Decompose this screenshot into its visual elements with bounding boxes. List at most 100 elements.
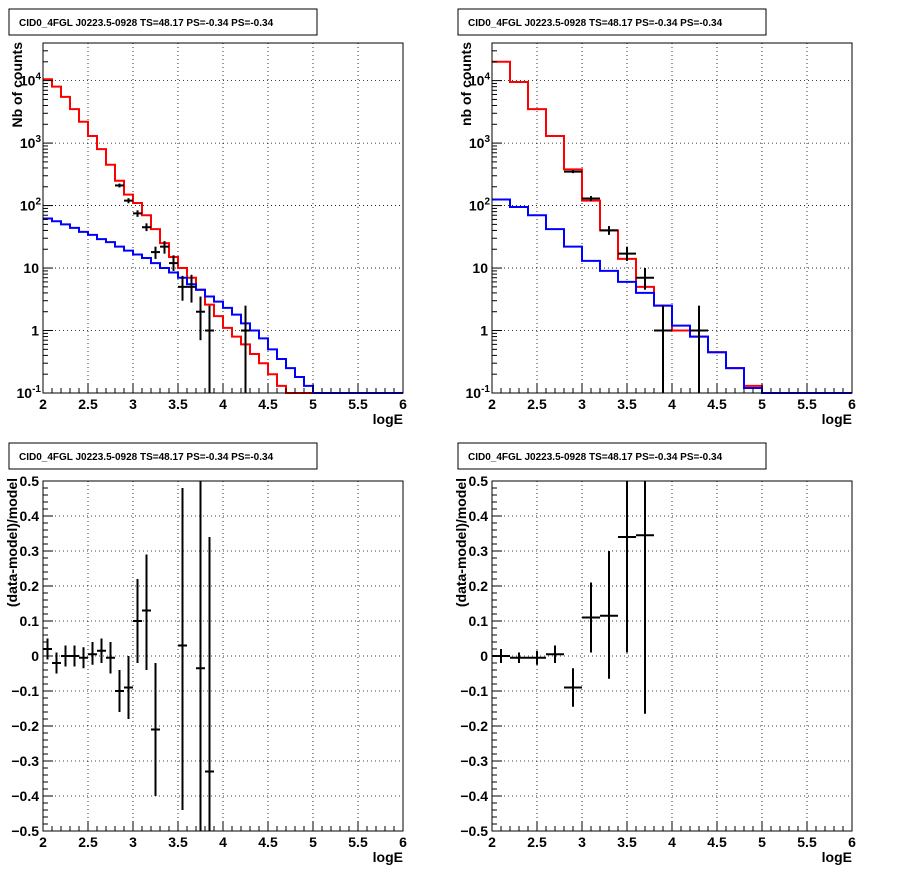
- x-tick-label: 4.5: [707, 834, 727, 850]
- data-point: [142, 223, 151, 232]
- data-point: [124, 198, 133, 204]
- x-tick-label: 5.5: [348, 834, 368, 850]
- data-point: [151, 663, 160, 796]
- y-tick-label: −0.5: [460, 823, 488, 839]
- data-point: [654, 305, 672, 393]
- x-tick-label: 4: [668, 396, 676, 412]
- series-line-blue: [43, 217, 403, 394]
- y-tick-label: 0.1: [469, 613, 489, 629]
- y-tick-label: 0.4: [469, 508, 489, 524]
- x-tick-label: 6: [399, 396, 407, 412]
- x-tick-label: 3: [129, 834, 137, 850]
- data-point: [61, 645, 70, 667]
- data-point: [564, 668, 582, 707]
- data-point: [241, 305, 250, 393]
- data-point: [600, 551, 618, 679]
- x-tick-label: 2.5: [78, 834, 98, 850]
- data-point: [564, 170, 582, 174]
- data-points: [564, 170, 708, 393]
- data-point: [151, 246, 160, 259]
- y-tick-label: 10: [472, 260, 488, 276]
- data-point: [70, 645, 79, 667]
- data-point: [133, 210, 142, 217]
- x-tick-label: 2.5: [527, 834, 547, 850]
- panel-top-left: CID0_4FGL J0223.5-0928 TS=48.17 PS=-0.34…: [8, 8, 407, 427]
- y-tick-label: −0.3: [460, 753, 488, 769]
- x-tick-label: 2.5: [527, 396, 547, 412]
- data-point: [618, 246, 636, 261]
- y-tick-label: 10-1: [466, 384, 491, 401]
- x-tick-label: 5: [309, 396, 317, 412]
- data-point: [546, 645, 564, 663]
- y-tick-label: 0: [480, 648, 488, 664]
- y-tick-label: 10-1: [17, 384, 42, 401]
- y-tick-label: 0.4: [20, 508, 40, 524]
- data-point: [510, 652, 528, 663]
- data-points: [492, 481, 654, 714]
- data-point: [690, 305, 708, 393]
- x-tick-label: 4: [219, 396, 227, 412]
- chart-title: CID0_4FGL J0223.5-0928 TS=48.17 PS=-0.34…: [19, 18, 274, 29]
- x-axis-label: logE: [373, 849, 403, 865]
- title-box: [457, 8, 767, 36]
- x-axis-label: logE: [822, 411, 852, 427]
- y-tick-label: 1: [480, 323, 488, 339]
- y-tick-label: 0.2: [469, 578, 489, 594]
- y-tick-label: 102: [20, 197, 42, 214]
- data-points: [43, 481, 214, 831]
- data-point: [636, 481, 654, 714]
- data-point: [115, 670, 124, 712]
- x-tick-label: 5: [758, 396, 766, 412]
- x-tick-label: 5.5: [797, 396, 817, 412]
- y-tick-label: −0.3: [11, 753, 39, 769]
- data-point: [52, 652, 61, 674]
- x-tick-label: 3.5: [168, 834, 188, 850]
- chart-title: CID0_4FGL J0223.5-0928 TS=48.17 PS=-0.34…: [468, 18, 723, 29]
- x-tick-label: 4.5: [707, 396, 727, 412]
- x-tick-label: 2.5: [78, 396, 98, 412]
- y-tick-label: 104: [469, 72, 491, 89]
- data-point: [79, 647, 88, 669]
- x-tick-label: 2: [488, 834, 496, 850]
- data-point: [133, 579, 142, 663]
- x-axis-label: logE: [373, 411, 403, 427]
- title-box: [8, 8, 318, 36]
- y-tick-label: −0.2: [11, 718, 39, 734]
- x-tick-label: 6: [399, 834, 407, 850]
- y-tick-label: −0.4: [460, 788, 488, 804]
- chart-title: CID0_4FGL J0223.5-0928 TS=48.17 PS=-0.34…: [468, 452, 723, 463]
- panel-top-right: CID0_4FGL J0223.5-0928 TS=48.17 PS=-0.34…: [457, 8, 856, 427]
- data-point: [600, 226, 618, 235]
- y-tick-label: 0.3: [469, 543, 489, 559]
- y-tick-label: 0: [31, 648, 39, 664]
- data-point: [142, 554, 151, 670]
- data-point: [169, 255, 178, 271]
- x-tick-label: 6: [848, 834, 856, 850]
- data-point: [178, 488, 187, 810]
- x-tick-label: 2: [488, 396, 496, 412]
- x-tick-label: 3: [578, 396, 586, 412]
- data-point: [178, 275, 187, 301]
- chart-title: CID0_4FGL J0223.5-0928 TS=48.17 PS=-0.34…: [19, 452, 274, 463]
- data-point: [636, 268, 654, 290]
- y-tick-label: −0.1: [460, 683, 488, 699]
- y-tick-label: 10: [23, 260, 39, 276]
- data-point: [582, 582, 600, 653]
- data-point: [205, 537, 214, 831]
- title-box: [457, 442, 767, 470]
- data-point: [528, 650, 546, 665]
- y-tick-label: −0.2: [460, 718, 488, 734]
- x-tick-label: 4.5: [258, 834, 278, 850]
- x-tick-label: 5: [309, 834, 317, 850]
- x-tick-label: 3.5: [168, 396, 188, 412]
- y-tick-label: −0.4: [11, 788, 39, 804]
- x-tick-label: 3: [129, 396, 137, 412]
- axes: 2 2.5 3 3.5 4 4.5 5 5.5 6 10-1 1 10 102 103 104: [466, 42, 856, 412]
- panel-bottom-left: CID0_4FGL J0223.5-0928 TS=48.17 PS=-0.34…: [4, 442, 407, 865]
- y-tick-label: 103: [20, 134, 42, 151]
- axes: 2 2.5 3 3.5 4 4.5 5 5.5 6 −0.5 −0.4 −0.3 −0.2 −0.1 0 0.…: [11, 473, 407, 850]
- x-tick-label: 3.5: [617, 834, 637, 850]
- y-tick-label: −0.1: [11, 683, 39, 699]
- axes: 2 2.5 3 3.5 4 4.5 5 5.5 6 −0.5 −0.4 −0.3 −0.2 −0.1 0 0.…: [460, 473, 856, 850]
